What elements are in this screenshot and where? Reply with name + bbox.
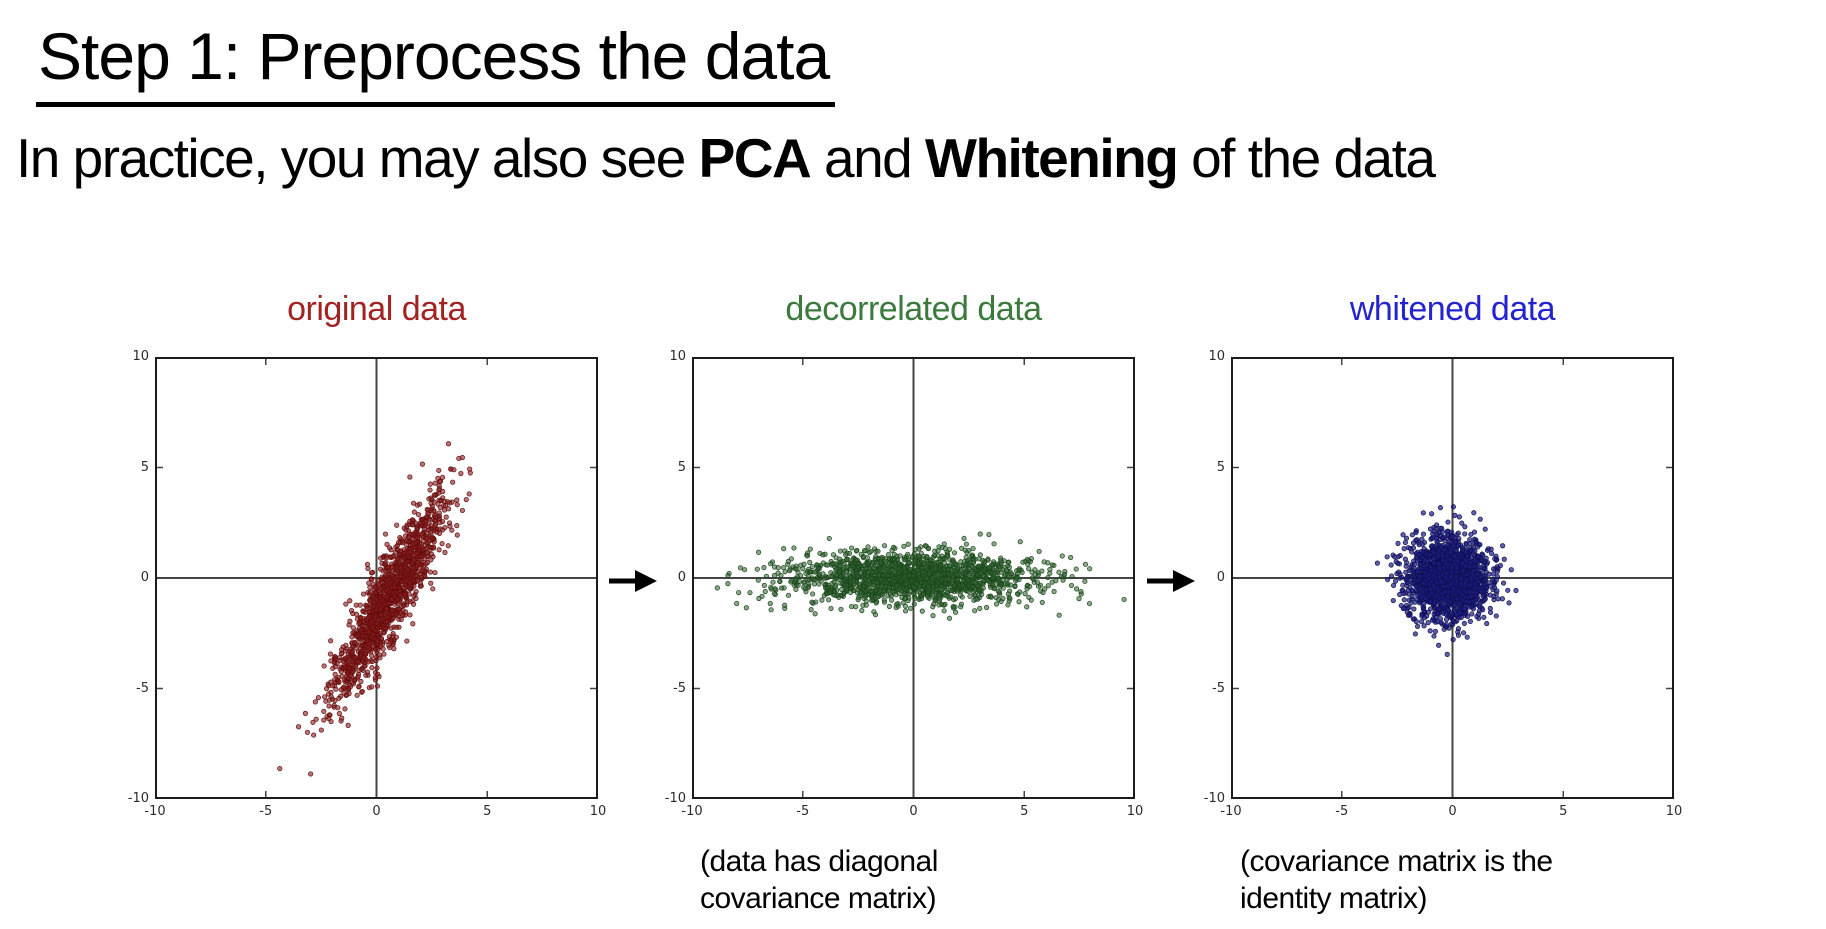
subtitle-bold-whitening: Whitening [925,127,1179,189]
plot-caption-whitened: (covariance matrix is the identity matri… [1240,843,1553,917]
tick-label-y: 10 [132,349,149,364]
tick-label-x: -5 [796,804,810,819]
subtitle-text-1: In practice, you may also see [16,127,699,189]
tick-label-x: 0 [909,804,918,819]
tick-label-x: 0 [1448,804,1457,819]
tick-label-x: 0 [372,804,381,819]
tick-label-x: 10 [589,804,607,819]
tick-label-x: -10 [1220,804,1242,819]
tick-label-x: 5 [1020,804,1029,819]
tick-label-y: -10 [664,791,686,806]
tick-label-y: 10 [1208,349,1225,364]
tick-label-y: -5 [673,680,686,696]
tick-label-x: 10 [1665,804,1683,819]
tick-label-y: 10 [669,349,686,364]
caption-line: identity matrix) [1240,882,1428,915]
tick-label-y: 5 [1216,459,1225,475]
tick-label-y: -5 [1212,680,1225,696]
arrow-right-icon-1 [609,570,657,592]
tick-label-x: 10 [1126,804,1144,819]
caption-line: covariance matrix) [700,882,937,915]
tick-label-y: -10 [127,791,149,806]
plot-frame-decorrelated: -10 -5 0 5 10 -10 -5 0 5 10 [665,349,1144,819]
tick-label-y: 5 [140,459,149,475]
subtitle: In practice, you may also see PCA and Wh… [16,126,1436,190]
caption-line: (data has diagonal [700,845,938,878]
tick-label-y: -5 [136,680,149,696]
arrow-right-icon-2 [1147,570,1195,592]
tick-label-y: -10 [1203,791,1225,806]
plot-frame-original: -10 -5 0 5 10 -10 -5 0 5 10 [128,349,607,819]
tick-label-x: -5 [1335,804,1349,819]
tick-label-x: -10 [144,804,166,819]
subtitle-bold-pca: PCA [698,127,812,189]
tick-label-x: -10 [681,804,703,819]
tick-label-x: -5 [259,804,273,819]
scatter-canvas-whitened [1231,357,1674,799]
tick-label-y: 0 [677,570,686,585]
plot-frame-whitened: -10 -5 0 5 10 -10 -5 0 5 10 [1204,349,1683,819]
tick-label-x: 5 [1559,804,1568,819]
caption-line: (covariance matrix is the [1240,845,1553,878]
scatter-canvas-decorrelated [692,357,1135,799]
panel-decorrelated-data: decorrelated data -10 -5 0 5 10 -10 -5 0 5 10 (da… [665,290,1144,915]
panel-whitened-data: whitened data -10 -5 0 5 10 -10 -5 0 5 10 (covari… [1204,290,1683,915]
plot-title-decorrelated: decorrelated data [785,290,1042,328]
plot-title-whitened: whitened data [1349,290,1556,328]
tick-label-y: 0 [140,570,149,585]
tick-label-y: 0 [1216,570,1225,585]
panel-original-data: original data -10 -5 0 5 10 -10 -5 0 5 10 [128,290,607,819]
page-title: Step 1: Preprocess the data [36,18,836,107]
tick-label-y: 5 [677,459,686,475]
plot-title-original: original data [287,290,466,328]
subtitle-text-2: and [810,127,926,189]
plot-caption-decorrelated: (data has diagonal covariance matrix) [700,843,938,917]
tick-label-x: 5 [483,804,492,819]
subtitle-text-3: of the data [1177,127,1436,189]
scatter-canvas-original [155,357,598,799]
